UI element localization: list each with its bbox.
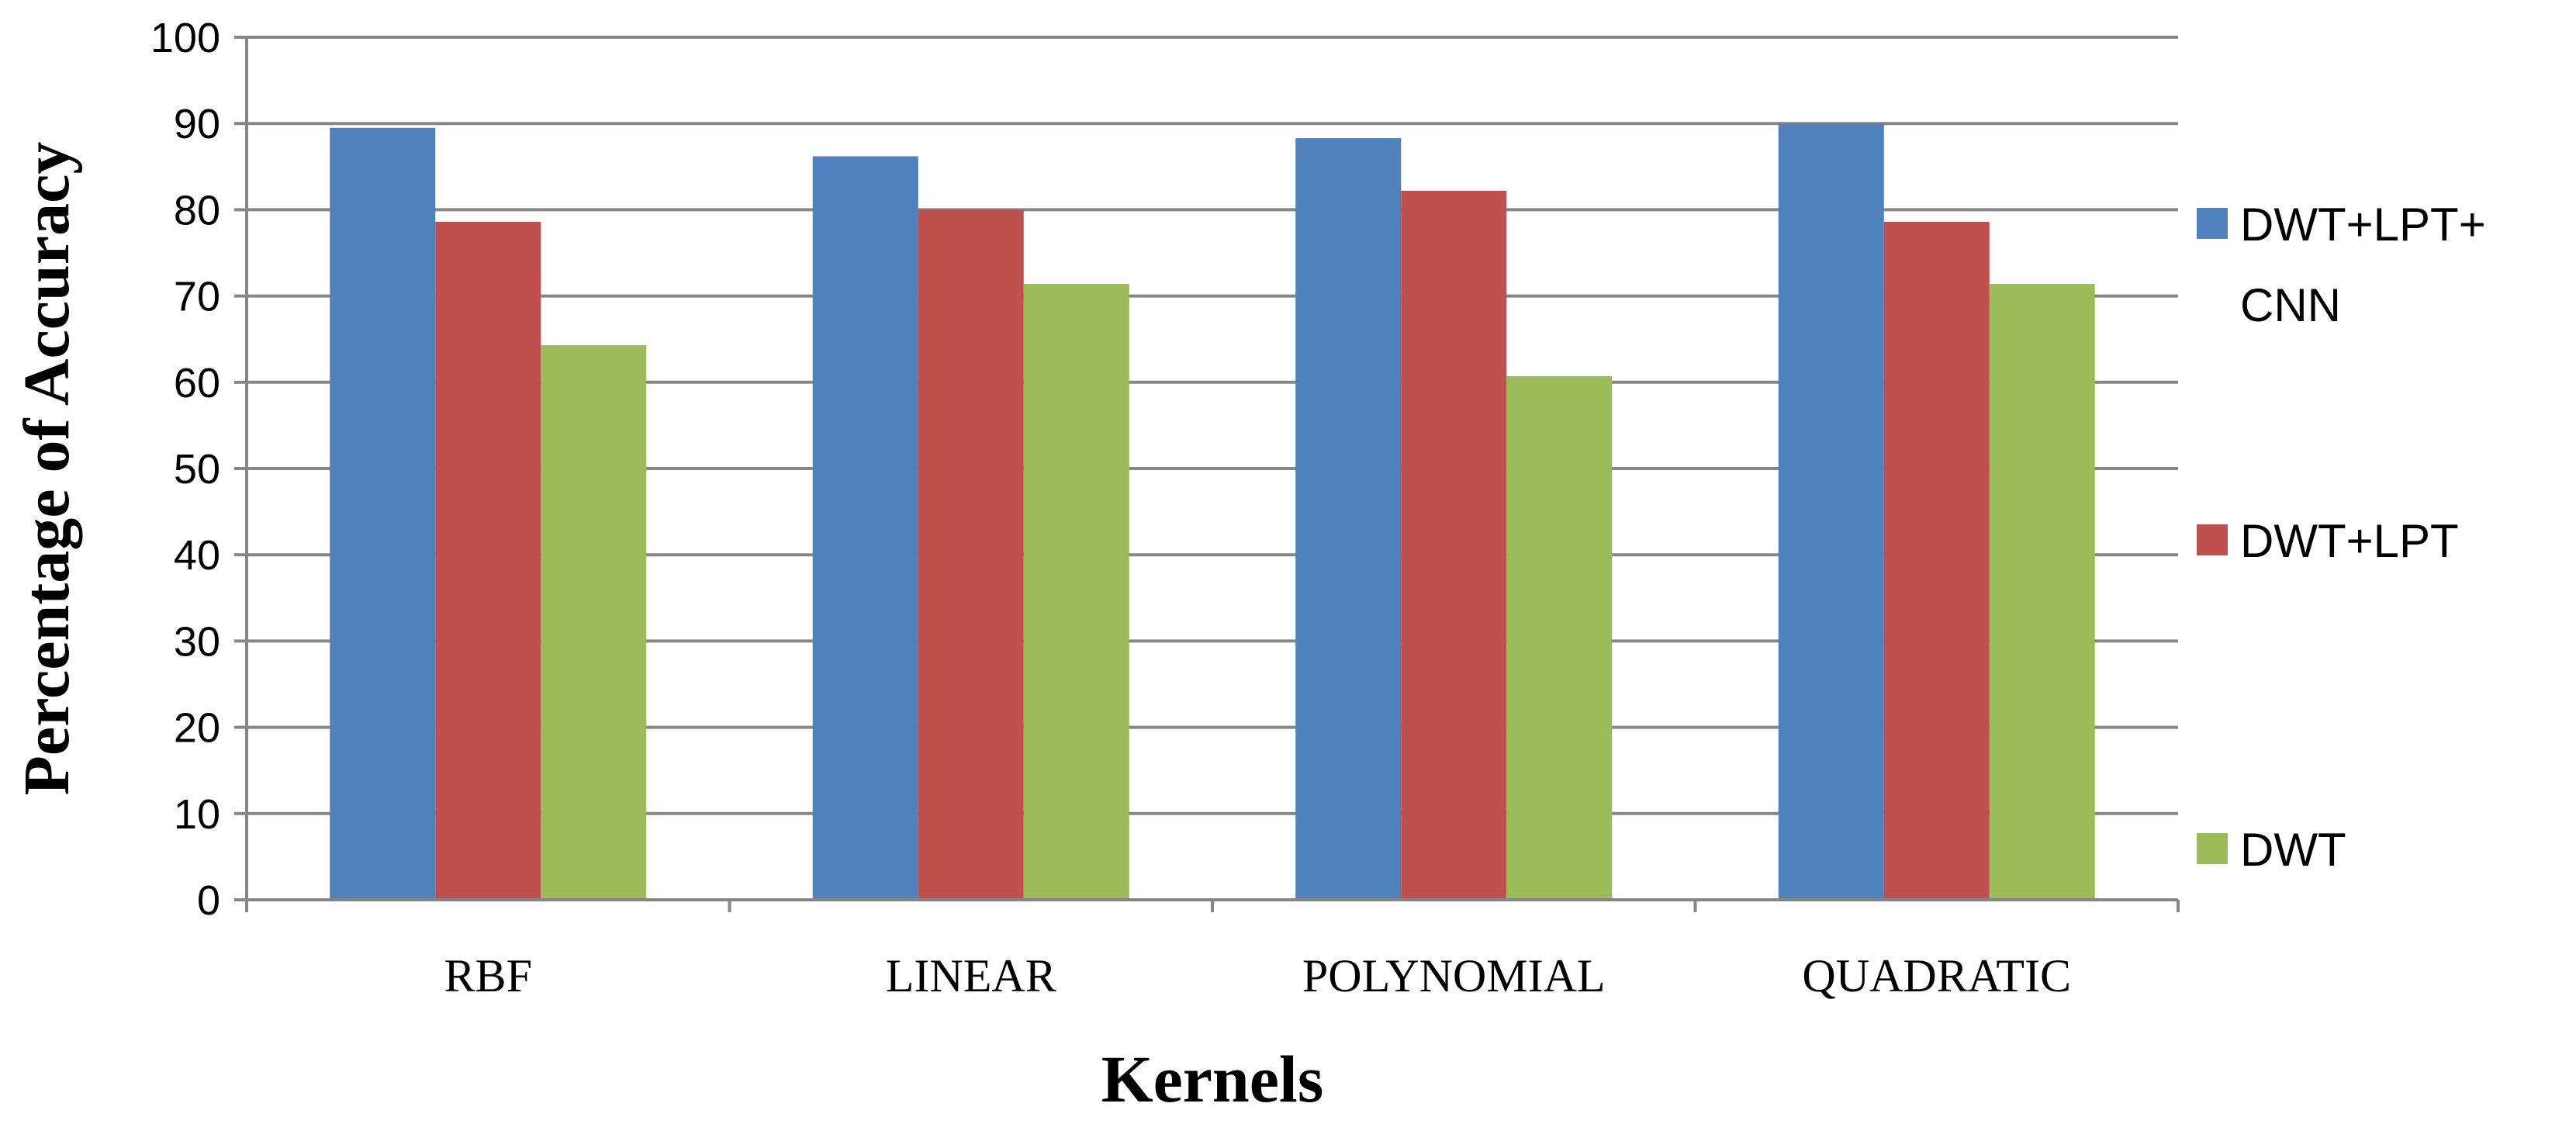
bar-polynomial-2 (1401, 190, 1507, 900)
y-tick-label: 70 (174, 274, 220, 320)
bar-polynomial-3 (1506, 376, 1613, 900)
bar-quadratic-2 (1883, 221, 1990, 900)
bar-rbf-1 (330, 127, 436, 900)
bar-linear-2 (918, 209, 1024, 900)
bar-quadratic-3 (1989, 284, 2095, 901)
x-axis-title: Kernels (1101, 1042, 1324, 1116)
legend-swatch (2197, 833, 2228, 864)
bar-linear-3 (1023, 284, 1129, 901)
bar-polynomial-1 (1295, 138, 1402, 900)
y-tick-label: 20 (174, 705, 220, 752)
y-tick-label: 40 (174, 532, 220, 579)
x-tick-label: RBF (444, 950, 532, 1001)
y-tick-label: 100 (150, 15, 220, 61)
bar-quadratic-1 (1778, 123, 1884, 900)
legend-swatch (2197, 208, 2228, 239)
legend-swatch (2197, 524, 2228, 555)
legend-label: DWT+LPT (2240, 515, 2459, 567)
bar-linear-1 (812, 156, 918, 900)
y-tick-label: 80 (174, 187, 220, 233)
legend-label: DWT+LPT+ (2240, 199, 2486, 251)
bar-rbf-3 (541, 344, 647, 900)
y-tick-label: 30 (174, 618, 220, 665)
legend-label: CNN (2240, 279, 2341, 331)
legend: DWT+LPT+ CNN DWT+LPT DWT (2197, 199, 2486, 876)
y-axis-title: Percentage of Accuracy (11, 142, 83, 796)
x-tick-label: LINEAR (886, 950, 1056, 1001)
y-tick-label: 60 (174, 360, 220, 406)
x-tick-label: QUADRATIC (1802, 950, 2071, 1001)
y-tick-label: 0 (197, 877, 220, 924)
bar-rbf-2 (435, 221, 541, 900)
x-axis: RBF LINEAR POLYNOMIAL QUADRATIC (245, 898, 2180, 1001)
y-tick-label: 90 (174, 101, 220, 147)
y-axis: 0 10 20 30 40 50 60 70 80 90 100 (150, 15, 248, 924)
legend-label: DWT (2240, 824, 2346, 876)
y-tick-label: 50 (174, 446, 220, 493)
y-tick-label: 10 (174, 791, 220, 838)
x-tick-label: POLYNOMIAL (1302, 950, 1606, 1001)
bars (330, 123, 2095, 901)
